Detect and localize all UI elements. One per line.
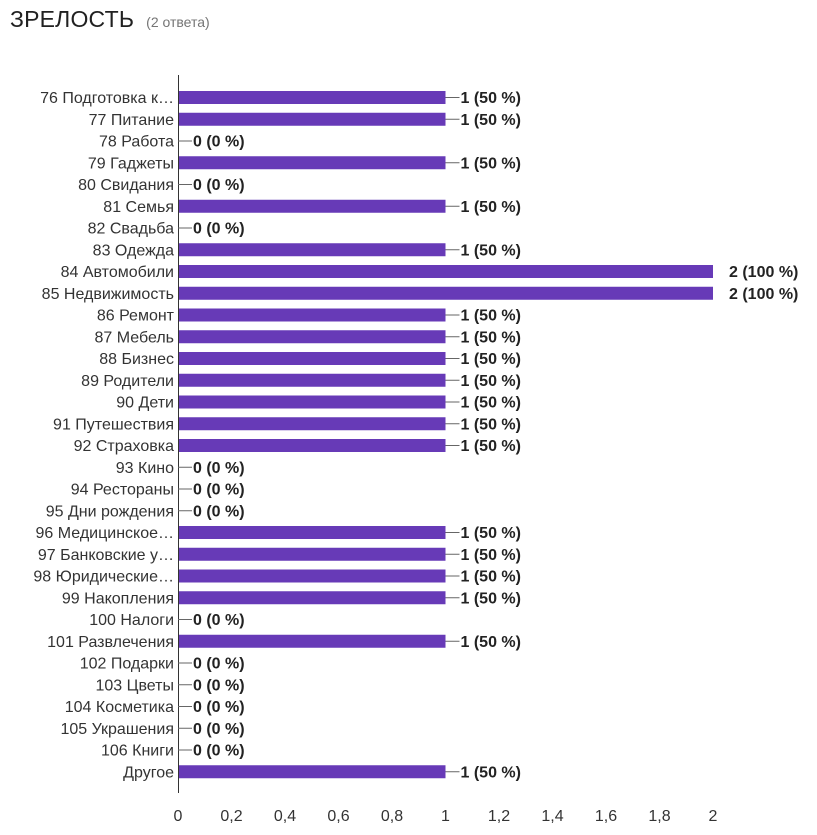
data-label: 1 (50 %) xyxy=(461,438,521,455)
category-label: 76 Подготовка к… xyxy=(40,90,174,107)
data-label: 0 (0 %) xyxy=(193,177,245,194)
bar xyxy=(179,243,446,257)
category-label: 88 Бизнес xyxy=(99,351,174,368)
data-label: 2 (100 %) xyxy=(729,264,798,281)
bar xyxy=(179,634,446,648)
data-label: 1 (50 %) xyxy=(461,634,521,651)
x-tick-label: 1 xyxy=(441,808,450,825)
bar xyxy=(179,439,446,452)
x-tick-label: 1,8 xyxy=(648,808,670,825)
category-label: 91 Путешествия xyxy=(53,416,174,433)
bar xyxy=(179,112,446,126)
category-label: 87 Мебель xyxy=(95,329,175,346)
bar xyxy=(179,330,446,344)
category-label: 95 Дни рождения xyxy=(46,503,174,520)
data-label: 1 (50 %) xyxy=(461,373,521,390)
data-label: 0 (0 %) xyxy=(193,743,245,760)
category-label: 96 Медицинское… xyxy=(36,525,174,542)
category-label: 101 Развлечения xyxy=(47,634,174,651)
category-label: 93 Кино xyxy=(116,460,174,477)
data-label: 0 (0 %) xyxy=(193,221,245,238)
x-tick-label: 1,2 xyxy=(488,808,510,825)
category-label: 89 Родители xyxy=(81,373,174,390)
data-label: 1 (50 %) xyxy=(461,569,521,586)
data-label: 1 (50 %) xyxy=(461,416,521,433)
x-tick-label: 0,4 xyxy=(274,808,296,825)
data-label: 0 (0 %) xyxy=(193,699,245,716)
bar xyxy=(179,373,446,387)
bar xyxy=(179,199,446,213)
data-label: 0 (0 %) xyxy=(193,612,245,629)
category-label: 100 Налоги xyxy=(89,612,174,629)
bar xyxy=(179,765,446,779)
data-label: 1 (50 %) xyxy=(461,525,521,542)
data-label: 1 (50 %) xyxy=(461,155,521,172)
bar xyxy=(179,308,446,322)
category-label: 81 Семья xyxy=(103,199,174,216)
data-label: 1 (50 %) xyxy=(461,547,521,564)
category-label: 77 Питание xyxy=(89,112,175,129)
category-label: 105 Украшения xyxy=(60,721,174,738)
x-tick-label: 0,6 xyxy=(327,808,349,825)
data-label: 1 (50 %) xyxy=(461,329,521,346)
data-label: 0 (0 %) xyxy=(193,677,245,694)
category-label: 98 Юридические… xyxy=(33,569,174,586)
bar xyxy=(179,265,713,278)
bar xyxy=(179,91,446,104)
category-label: Другое xyxy=(123,764,174,781)
bar xyxy=(179,417,446,431)
x-tick-label: 0,2 xyxy=(220,808,242,825)
data-label: 0 (0 %) xyxy=(193,656,245,673)
data-label: 1 (50 %) xyxy=(461,308,521,325)
category-label: 106 Книги xyxy=(101,743,174,760)
category-label: 99 Накопления xyxy=(62,590,174,607)
bar xyxy=(179,547,446,561)
data-label: 2 (100 %) xyxy=(729,286,798,303)
bar xyxy=(179,591,446,605)
category-label: 78 Работа xyxy=(99,134,174,151)
chart-header: ЗРЕЛОСТЬ (2 ответа) xyxy=(10,6,210,33)
bar xyxy=(179,286,713,300)
x-tick-label: 1,4 xyxy=(541,808,563,825)
data-label: 1 (50 %) xyxy=(461,242,521,259)
category-label: 104 Косметика xyxy=(65,699,174,716)
bar xyxy=(179,352,446,365)
category-label: 92 Страховка xyxy=(74,438,174,455)
response-count: (2 ответа) xyxy=(146,14,210,30)
category-label: 85 Недвижимость xyxy=(42,286,174,303)
data-label: 1 (50 %) xyxy=(461,351,521,368)
data-label: 1 (50 %) xyxy=(461,199,521,216)
x-tick-label: 0 xyxy=(174,808,183,825)
category-label: 94 Рестораны xyxy=(71,482,174,499)
category-label: 80 Свидания xyxy=(78,177,174,194)
data-label: 0 (0 %) xyxy=(193,482,245,499)
category-label: 83 Одежда xyxy=(93,242,174,259)
category-label: 82 Свадьба xyxy=(88,221,174,238)
bar xyxy=(179,569,446,583)
data-label: 0 (0 %) xyxy=(193,721,245,738)
category-label: 86 Ремонт xyxy=(97,308,175,325)
data-label: 1 (50 %) xyxy=(461,764,521,781)
category-label: 103 Цветы xyxy=(96,677,175,694)
category-label: 97 Банковские у… xyxy=(38,547,174,564)
category-label: 84 Автомобили xyxy=(61,264,174,281)
bar xyxy=(179,156,446,170)
category-label: 90 Дети xyxy=(116,395,174,412)
data-label: 0 (0 %) xyxy=(193,503,245,520)
x-tick-label: 1,6 xyxy=(595,808,617,825)
category-label: 79 Гаджеты xyxy=(88,155,174,172)
data-label: 1 (50 %) xyxy=(461,395,521,412)
data-label: 0 (0 %) xyxy=(193,460,245,477)
bar xyxy=(179,395,446,409)
x-tick-label: 2 xyxy=(709,808,718,825)
data-label: 1 (50 %) xyxy=(461,90,521,107)
data-label: 1 (50 %) xyxy=(461,112,521,129)
x-tick-label: 0,8 xyxy=(381,808,403,825)
data-label: 1 (50 %) xyxy=(461,590,521,607)
chart-title: ЗРЕЛОСТЬ xyxy=(10,6,135,32)
bar xyxy=(179,526,446,539)
data-label: 0 (0 %) xyxy=(193,134,245,151)
category-label: 102 Подарки xyxy=(80,656,174,673)
